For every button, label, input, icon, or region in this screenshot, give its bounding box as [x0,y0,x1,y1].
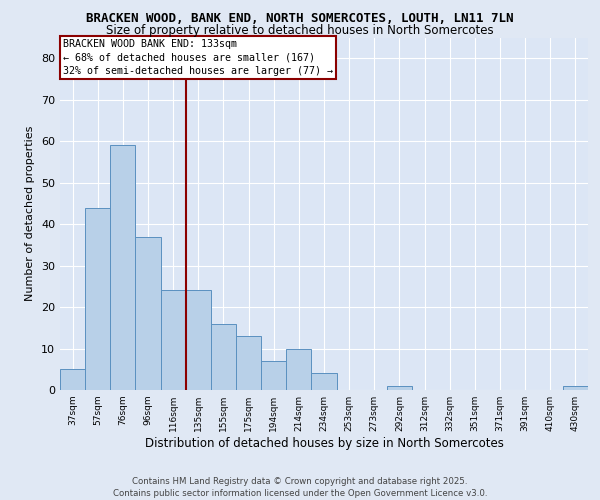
Bar [261,361,286,390]
Bar [110,146,136,390]
Bar [286,348,311,390]
Bar [387,386,412,390]
Bar [60,370,85,390]
Text: Size of property relative to detached houses in North Somercotes: Size of property relative to detached ho… [106,24,494,37]
Y-axis label: Number of detached properties: Number of detached properties [25,126,35,302]
Bar [236,336,261,390]
Text: Contains HM Land Registry data © Crown copyright and database right 2025.
Contai: Contains HM Land Registry data © Crown c… [113,476,487,498]
Bar [136,236,161,390]
Bar [161,290,186,390]
Text: BRACKEN WOOD, BANK END, NORTH SOMERCOTES, LOUTH, LN11 7LN: BRACKEN WOOD, BANK END, NORTH SOMERCOTES… [86,12,514,26]
Bar [563,386,588,390]
X-axis label: Distribution of detached houses by size in North Somercotes: Distribution of detached houses by size … [145,437,503,450]
Bar [186,290,211,390]
Bar [85,208,110,390]
Text: BRACKEN WOOD BANK END: 133sqm
← 68% of detached houses are smaller (167)
32% of : BRACKEN WOOD BANK END: 133sqm ← 68% of d… [62,40,332,76]
Bar [211,324,236,390]
Bar [311,374,337,390]
